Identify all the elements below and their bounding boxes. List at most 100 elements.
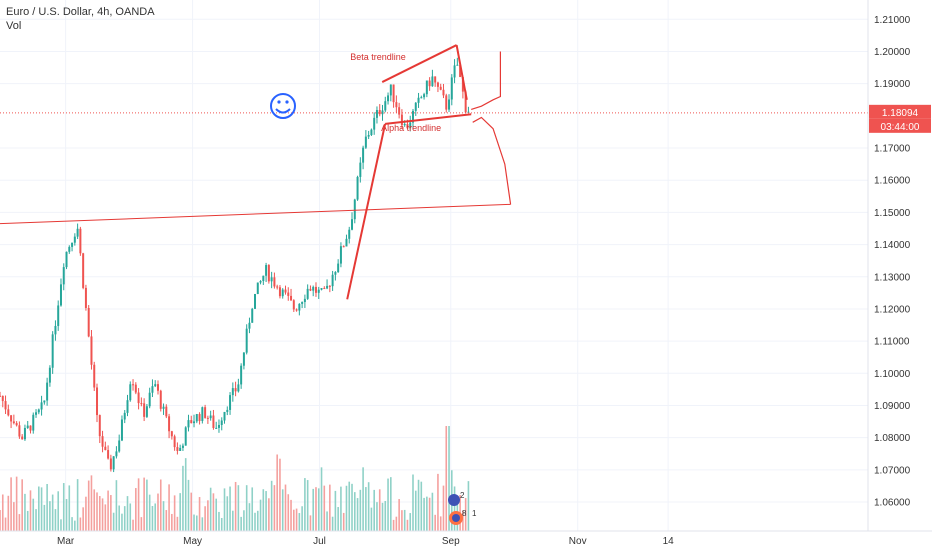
candle-body xyxy=(351,219,354,230)
event-icons[interactable]: 2 8 1 xyxy=(448,491,477,525)
candle-body xyxy=(46,382,49,401)
volume-bar xyxy=(126,496,129,531)
volume-bar xyxy=(273,485,276,531)
volume-bar xyxy=(165,510,168,531)
candle-body xyxy=(439,86,442,90)
candle-body xyxy=(118,440,121,452)
volume-bar xyxy=(464,498,467,531)
volume-bar xyxy=(323,485,326,531)
volume-bar xyxy=(398,499,400,531)
volume-bar xyxy=(320,467,323,531)
volume-bar xyxy=(251,487,254,531)
candle-body xyxy=(184,427,187,446)
volume-bar xyxy=(0,510,1,531)
candle-body xyxy=(278,287,281,297)
svg-text:8: 8 xyxy=(462,509,467,518)
candle-body xyxy=(417,97,420,103)
candle-body xyxy=(240,365,243,385)
alpha-trendline[interactable] xyxy=(385,113,472,125)
beta-trendline-label[interactable]: Beta trendline xyxy=(350,52,406,62)
price-axis[interactable]: 1.21000 1.20000 1.19000 1.17000 1.16000 1.150… xyxy=(874,15,911,509)
candle-body xyxy=(420,97,423,99)
candle-body xyxy=(395,102,398,108)
flag-apex[interactable] xyxy=(455,44,468,100)
time-axis[interactable]: Mar May Jul Sep Nov 14 xyxy=(57,536,674,547)
candle-body xyxy=(132,384,135,386)
drawing-annotations[interactable]: Beta trendline Alpha trendline xyxy=(0,44,512,300)
candle-body xyxy=(204,407,207,418)
candle-body xyxy=(90,336,93,365)
volume-bar xyxy=(243,510,245,531)
candle-body xyxy=(461,77,464,92)
volume-bar xyxy=(90,475,93,531)
volume-bar xyxy=(428,497,431,531)
volume-bar xyxy=(370,507,373,531)
flag-pole[interactable] xyxy=(346,123,387,300)
volume-bar xyxy=(276,454,278,531)
volume-indicator-label[interactable]: Vol xyxy=(6,20,22,32)
dividend-icon[interactable]: 8 1 xyxy=(449,509,477,525)
candle-body xyxy=(134,384,137,393)
volume-bar xyxy=(453,486,456,531)
candle-body xyxy=(262,275,265,281)
volume-bar xyxy=(381,502,384,531)
volume-bar xyxy=(85,496,87,531)
candle-body xyxy=(339,246,342,264)
long-resistance[interactable] xyxy=(0,203,511,225)
symbol-title[interactable]: Euro / U.S. Dollar, 4h, OANDA xyxy=(6,6,155,18)
candle-body xyxy=(411,110,414,123)
candle-body xyxy=(270,277,273,282)
alpha-trendline-label[interactable]: Alpha trendline xyxy=(381,123,441,133)
candle-body xyxy=(337,263,340,273)
y-tick-label: 1.15000 xyxy=(874,208,911,219)
volume-bar xyxy=(65,499,68,531)
volume-bar xyxy=(190,492,193,531)
candle-body xyxy=(398,107,401,115)
volume-bar xyxy=(162,501,165,531)
volume-bar xyxy=(215,498,217,531)
candle-body xyxy=(57,305,60,326)
candle-body xyxy=(112,456,115,470)
beta-trendline[interactable] xyxy=(381,44,458,83)
candle-body xyxy=(181,445,184,448)
volume-bar xyxy=(110,495,112,531)
volume-bar xyxy=(218,511,220,531)
drop-projection[interactable] xyxy=(472,116,512,205)
volume-bar xyxy=(248,503,251,531)
candle-body xyxy=(373,117,376,130)
candle-body xyxy=(348,229,351,239)
candle-body xyxy=(187,420,190,428)
x-tick-label: Mar xyxy=(57,536,75,547)
candle-body xyxy=(248,322,251,329)
candle-body xyxy=(140,403,143,405)
candle-body xyxy=(320,288,323,290)
volume-bar xyxy=(132,519,134,531)
candle-body xyxy=(18,425,21,437)
candle-body xyxy=(43,400,46,403)
candle-body xyxy=(209,415,212,419)
candle-body xyxy=(267,265,270,282)
candle-body xyxy=(434,76,437,83)
volume-bar xyxy=(401,510,403,531)
x-tick-label: 14 xyxy=(663,536,675,547)
event-icon-badge[interactable]: 2 xyxy=(448,491,465,506)
volume-bar xyxy=(87,480,90,531)
smiley-icon[interactable] xyxy=(270,93,296,119)
candle-body xyxy=(65,251,68,268)
candle-body xyxy=(87,308,90,337)
volume-bar xyxy=(140,517,143,531)
candle-body xyxy=(143,403,146,417)
candle-body xyxy=(442,89,445,96)
last-price-value: 1.18094 xyxy=(882,108,919,119)
candle-body xyxy=(242,352,245,366)
y-tick-label: 1.07000 xyxy=(874,465,911,476)
candle-body xyxy=(154,384,157,387)
y-tick-label: 1.11000 xyxy=(874,337,910,348)
price-axis-bg xyxy=(868,0,932,531)
rise-projection[interactable] xyxy=(471,51,501,110)
volume-bar xyxy=(207,500,209,531)
volume-bars xyxy=(0,426,470,531)
candle-body xyxy=(298,303,301,311)
candle-body xyxy=(68,246,71,252)
